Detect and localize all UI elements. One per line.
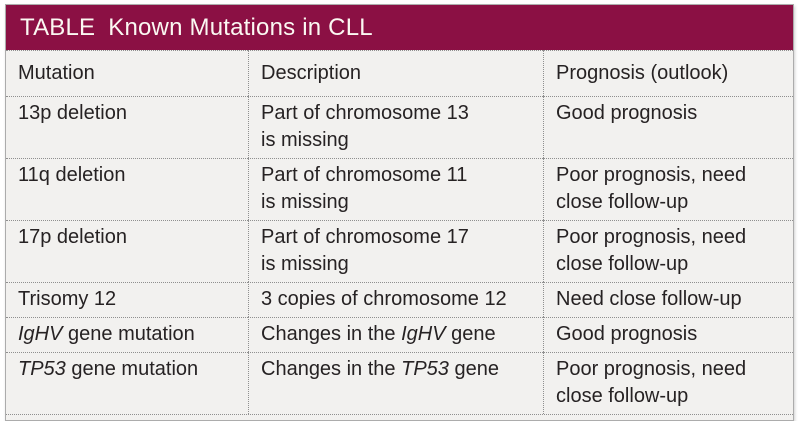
cell-text: gene mutation: [65, 358, 199, 380]
table-row: 11q deletion Part of chromosome 11 is mis…: [6, 158, 793, 220]
table-row: Trisomy 12 3 copies of chromosome 12 Need …: [6, 282, 793, 317]
description-cell: 3 copies of chromosome 12: [248, 282, 543, 317]
gene-name-italic: IgHV: [401, 323, 446, 345]
cell-text: Poor prognosis, need close follow-up: [556, 358, 747, 407]
description-cell: Changes in the IgHV gene: [248, 317, 543, 352]
mutation-cell: 13p deletion: [6, 96, 248, 158]
gene-name-italic: TP53: [18, 358, 66, 380]
cell-text: Part of chromosome 13 is missing: [261, 102, 469, 151]
description-cell: Part of chromosome 11 is missing: [248, 158, 543, 220]
prognosis-cell: Poor prognosis, need close follow-up: [543, 158, 793, 220]
cell-text: Trisomy 12: [18, 288, 117, 310]
cell-text: Good prognosis: [556, 323, 698, 345]
table-row: IgHV gene mutation Changes in the IgHV ge…: [6, 317, 793, 352]
cell-text: Poor prognosis, need close follow-up: [556, 226, 747, 275]
table-row: 13p deletion Part of chromosome 13 is mis…: [6, 96, 793, 158]
cell-text: Changes in the: [261, 323, 402, 345]
prognosis-cell: Need close follow-up: [543, 282, 793, 317]
prognosis-cell: Poor prognosis, need close follow-up: [543, 352, 793, 414]
table-row: TP53 gene mutation Changes in the TP53 ge…: [6, 352, 793, 414]
cell-text: Need close follow-up: [556, 288, 742, 310]
table-body: 13p deletion Part of chromosome 13 is mis…: [6, 96, 793, 414]
cell-text: Changes in the: [261, 358, 402, 380]
description-cell: Changes in the TP53 gene: [248, 352, 543, 414]
mutations-table: Mutation Description Prognosis (outlook)…: [6, 50, 793, 420]
mutation-cell: TP53 gene mutation: [6, 352, 248, 414]
mutation-cell: 11q deletion: [6, 158, 248, 220]
cell-text: 17p deletion: [18, 226, 127, 248]
description-cell: Part of chromosome 13 is missing: [248, 96, 543, 158]
prognosis-cell: Good prognosis: [543, 96, 793, 158]
cell-text: 11q deletion: [18, 164, 126, 186]
mutations-table-card: TABLE Known Mutations in CLL Mutation Des…: [5, 4, 794, 421]
mutation-cell: 17p deletion: [6, 220, 248, 282]
cell-text: Good prognosis: [556, 102, 698, 124]
description-cell: Part of chromosome 17 is missing: [248, 220, 543, 282]
cell-text: 3 copies of chromosome 12: [261, 288, 507, 310]
column-header-row: Mutation Description Prognosis (outlook): [6, 50, 793, 96]
mutation-cell: IgHV gene mutation: [6, 317, 248, 352]
column-header-description: Description: [248, 50, 543, 96]
prognosis-cell: Good prognosis: [543, 317, 793, 352]
mutation-cell: Trisomy 12: [6, 282, 248, 317]
table-bottom-spacer: [6, 414, 793, 420]
gene-name-italic: IgHV: [18, 323, 63, 345]
column-header-prognosis: Prognosis (outlook): [543, 50, 793, 96]
table-title: Known Mutations in CLL: [108, 14, 373, 41]
cell-text: Part of chromosome 17 is missing: [261, 226, 469, 275]
gene-name-italic: TP53: [401, 358, 449, 380]
prognosis-cell: Poor prognosis, need close follow-up: [543, 220, 793, 282]
cell-text: Poor prognosis, need close follow-up: [556, 164, 747, 213]
table-label: TABLE: [20, 14, 96, 41]
cell-text: gene: [445, 323, 496, 345]
cell-text: Part of chromosome 11 is missing: [261, 164, 468, 213]
cell-text: 13p deletion: [18, 102, 127, 124]
table-title-bar: TABLE Known Mutations in CLL: [6, 5, 793, 50]
table-row: 17p deletion Part of chromosome 17 is mis…: [6, 220, 793, 282]
cell-text: gene: [448, 358, 499, 380]
column-header-mutation: Mutation: [6, 50, 248, 96]
cell-text: gene mutation: [62, 323, 195, 345]
